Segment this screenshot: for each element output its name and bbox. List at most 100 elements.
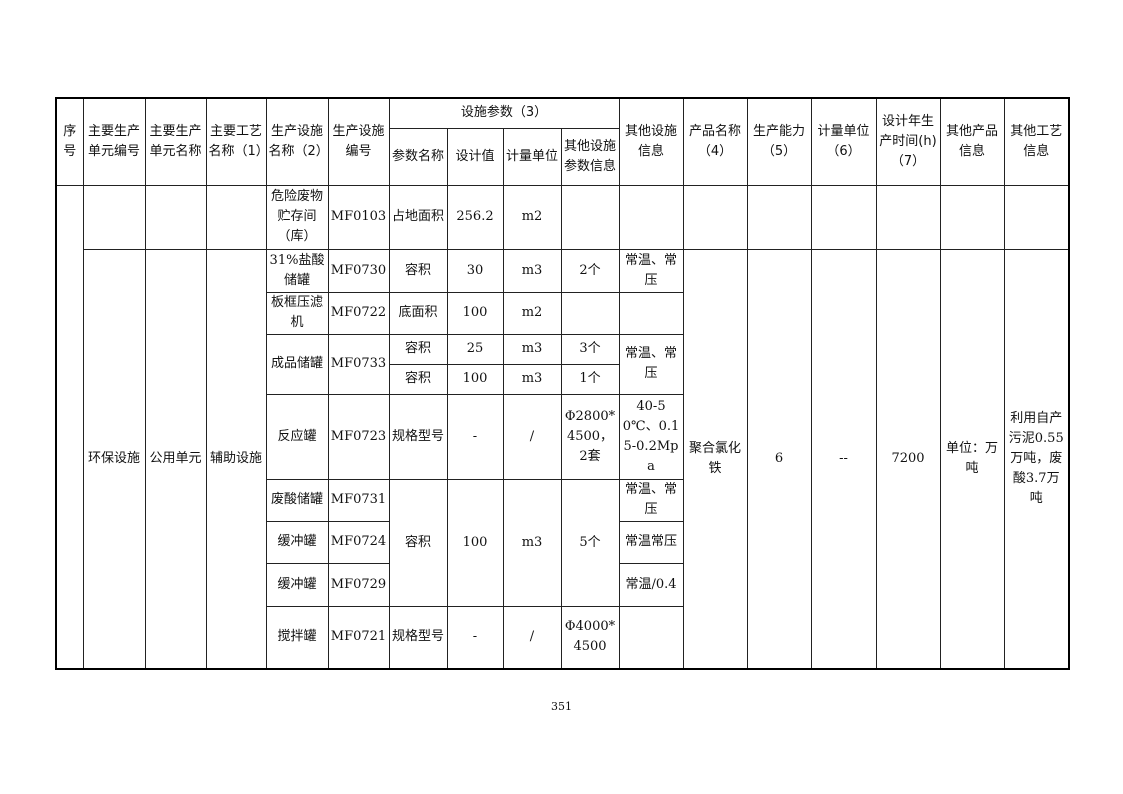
cell-name: 成品储罐 [265,333,329,395]
cell-code: MF0733 [327,333,390,395]
cell-value: 25 [446,333,504,365]
cell-other-process: 利用自产污泥0.55万吨，废酸3.7万吨 [1003,248,1070,670]
cell-empty [875,184,941,250]
cell-other-info: 常温、常压 [618,248,684,293]
cell-param: 占地面积 [388,184,448,250]
cell-other-info [618,605,684,670]
cell-code: MF0731 [327,478,390,522]
cell-other-param: 5个 [560,478,620,607]
cell-name: 31%盐酸储罐 [265,248,329,293]
cell-code: MF0103 [327,184,390,250]
cell-unit: m3 [502,333,562,365]
table-row: 反应罐 MF0723 规格型号 - / Φ2800*4500，2套 40-50℃… [56,393,1069,480]
cell-code: MF0729 [327,562,390,607]
table-row: 成品储罐 MF0733 容积 25 m3 3个 常温、常压 [56,333,1069,395]
cell-name: 搅拌罐 [265,605,329,670]
th-seq: 序号 [55,97,84,186]
cell-other-param: 3个 [560,333,620,365]
cell-empty [939,184,1005,250]
cell-value: - [446,393,504,480]
th-capacity: 生产能力（5） [746,97,812,186]
cell-product-name: 聚合氯化铁 [682,248,748,670]
cell-code: MF0723 [327,393,390,480]
cell-unit-code: 环保设施 [82,248,146,670]
th-param-name: 参数名称 [388,127,448,186]
cell-other-param: Φ2800*4500，2套 [560,393,620,480]
th-unit-name: 主要生产单元名称 [144,97,207,186]
cell-value: 100 [446,363,504,395]
table-row: 缓冲罐 MF0729 常温/0.4 [56,562,1069,607]
cell-param: 规格型号 [388,393,448,480]
cell-unit: / [502,393,562,480]
th-design-value: 设计值 [446,127,504,186]
cell-unit: / [502,605,562,670]
cell-other-info: 常温、常压 [618,478,684,522]
table-row: 容积 100 m3 1个 [56,363,1069,395]
cell-process: 辅助设施 [205,248,267,670]
cell-unit: m2 [502,184,562,250]
cell-empty [746,184,812,250]
cell-other-info [618,184,684,250]
cell-param: 规格型号 [388,605,448,670]
cell-other-param: 1个 [560,363,620,395]
cell-other-param: 2个 [560,248,620,293]
cell-unit: m3 [502,478,562,607]
th-facility-name: 生产设施名称（2） [265,97,329,186]
table-row: 搅拌罐 MF0721 规格型号 - / Φ4000*4500 [56,605,1069,670]
cell-name: 缓冲罐 [265,562,329,607]
cell-other-product: 单位：万吨 [939,248,1005,670]
cell-code: MF0730 [327,248,390,293]
cell-design-hours: 7200 [875,248,941,670]
th-cap-unit: 计量单位（6） [810,97,877,186]
cell-capacity: 6 [746,248,812,670]
cell-value: 30 [446,248,504,293]
cell-name: 缓冲罐 [265,520,329,564]
th-measure-unit: 计量单位 [502,127,562,186]
th-other-facility: 其他设施信息 [618,97,684,186]
cell-param: 底面积 [388,291,448,335]
cell-other-info: 40-50℃、0.15-0.2Mpa [618,393,684,480]
cell-other-param: Φ4000*4500 [560,605,620,670]
cell-param: 容积 [388,248,448,293]
cell-other-param [560,291,620,335]
cell-unit: m2 [502,291,562,335]
cell-other-info [618,291,684,335]
th-other-param: 其他设施参数信息 [560,127,620,186]
cell-name: 反应罐 [265,393,329,480]
th-design-hours: 设计年生产时间(h)（7） [875,97,941,186]
cell-cap-unit: -- [810,248,877,670]
cell-seq [55,184,84,670]
cell-code: MF0722 [327,291,390,335]
th-unit-code: 主要生产单元编号 [82,97,146,186]
cell-name: 危险废物贮存间（库） [265,184,329,250]
cell-param: 容积 [388,333,448,365]
th-facility-code: 生产设施编号 [327,97,390,186]
cell-value: 256.2 [446,184,504,250]
cell-other-info: 常温、常压 [618,333,684,395]
cell-param: 容积 [388,478,448,607]
table-row: 废酸储罐 MF0731 容积 100 m3 5个 常温、常压 [56,478,1069,607]
cell-empty [205,184,267,250]
cell-empty [682,184,748,250]
th-other-process: 其他工艺信息 [1003,97,1070,186]
header-row: 序号 主要生产单元编号 主要生产单元名称 主要工艺名称（1） 生产设施名称（2）… [55,97,1070,186]
cell-name: 废酸储罐 [265,478,329,522]
cell-empty [144,184,207,250]
table-row: 板框压滤机 MF0722 底面积 100 m2 [56,291,1069,335]
cell-value: - [446,605,504,670]
th-product-name: 产品名称（4） [682,97,748,186]
th-params-group: 设施参数（3） [388,97,620,129]
cell-unit: m3 [502,363,562,395]
cell-code: MF0724 [327,520,390,564]
cell-empty [1003,184,1070,250]
facility-table: 序号 主要生产单元编号 主要生产单元名称 主要工艺名称（1） 生产设施名称（2）… [55,97,1070,670]
cell-value: 100 [446,291,504,335]
cell-code: MF0721 [327,605,390,670]
cell-empty [82,184,146,250]
table-row: 危险废物贮存间（库） MF0103 占地面积 256.2 m2 [55,184,1070,670]
header-subrow: 参数名称 设计值 计量单位 其他设施参数信息 [56,127,1069,186]
cell-unit: m3 [502,248,562,293]
th-process: 主要工艺名称（1） [205,97,267,186]
cell-other-info: 常温/0.4 [618,562,684,607]
cell-unit-name: 公用单元 [144,248,207,670]
